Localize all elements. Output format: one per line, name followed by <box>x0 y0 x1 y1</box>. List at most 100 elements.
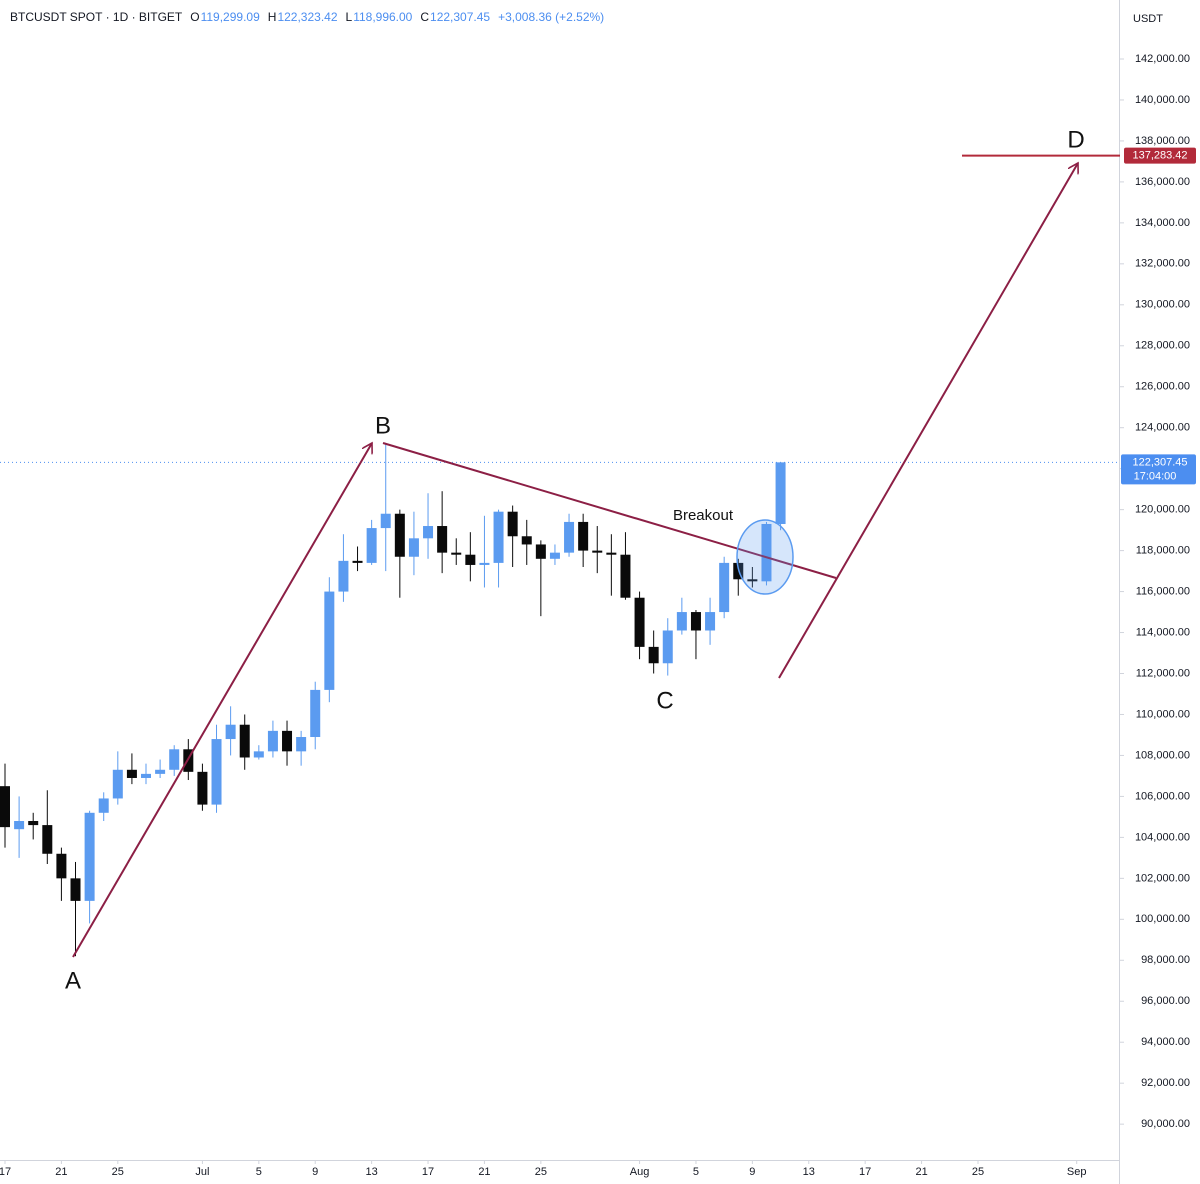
x-tick-label: 13 <box>366 1166 378 1178</box>
candle-body <box>451 552 462 555</box>
candle-body <box>408 538 419 557</box>
y-tick-label: 118,000.00 <box>1136 545 1190 557</box>
candle-body <box>592 550 603 553</box>
candle-body <box>112 769 123 799</box>
candle-body <box>394 513 405 557</box>
candle-body <box>0 786 10 828</box>
x-tick-label: 25 <box>112 1166 124 1178</box>
ohlc-value: 122,307.45 <box>430 10 491 24</box>
y-tick-label: 96,000.00 <box>1141 995 1190 1007</box>
x-tick-label: 17 <box>859 1166 871 1178</box>
candle-body <box>606 552 617 555</box>
candle-body <box>380 513 391 529</box>
y-tick-label: 116,000.00 <box>1136 585 1190 597</box>
candle-body <box>14 820 25 830</box>
candle-body <box>84 812 95 901</box>
candle-body <box>366 528 377 563</box>
candle-body <box>620 554 631 598</box>
candle-body <box>56 853 67 879</box>
y-tick-label: 98,000.00 <box>1141 954 1190 966</box>
x-tick-label: 21 <box>55 1166 67 1178</box>
ohlc-key: L <box>345 10 353 24</box>
x-tick-label: 9 <box>749 1166 755 1178</box>
candle-body <box>155 769 166 774</box>
candle-body <box>535 544 546 559</box>
candle-body <box>42 825 53 854</box>
y-tick-label: 140,000.00 <box>1135 94 1190 106</box>
y-tick-label: 110,000.00 <box>1136 708 1190 720</box>
x-tick-label: 21 <box>478 1166 490 1178</box>
trendline <box>382 442 837 579</box>
x-tick-label: 5 <box>693 1166 699 1178</box>
y-tick-label: 134,000.00 <box>1135 217 1190 229</box>
y-tick-label: 124,000.00 <box>1135 422 1190 434</box>
last-price-box <box>1121 454 1196 485</box>
candle-body <box>310 689 321 738</box>
countdown-label: 17:04:00 <box>1134 470 1177 482</box>
y-tick-label: 132,000.00 <box>1135 258 1190 270</box>
candle-body <box>578 521 589 551</box>
y-tick-label: 106,000.00 <box>1135 790 1190 802</box>
candle-body <box>564 521 575 553</box>
plot <box>0 444 1120 957</box>
y-tick-label: 120,000.00 <box>1135 504 1190 516</box>
point-a: A <box>65 967 81 994</box>
breakout-circle <box>736 519 794 595</box>
point-b: B <box>375 412 391 439</box>
candle-body <box>648 646 659 664</box>
point-d: D <box>1067 126 1084 153</box>
last-price-label: 122,307.45 <box>1132 456 1187 468</box>
breakout-label: Breakout <box>673 507 734 524</box>
candle-body <box>634 597 645 647</box>
x-tick-label: 13 <box>803 1166 815 1178</box>
annotations <box>72 163 1078 958</box>
candle-body <box>662 630 673 664</box>
ohlc-key: H <box>267 10 277 24</box>
change: +3,008.36 (+2.52%) <box>498 10 605 24</box>
x-tick-label: Aug <box>630 1166 650 1178</box>
candle-body <box>507 511 518 537</box>
y-tick-label: 114,000.00 <box>1136 626 1190 638</box>
candle-body <box>225 724 236 740</box>
candle-body <box>521 536 532 545</box>
candle-body <box>775 462 786 524</box>
candle-body <box>676 612 687 631</box>
candle-body <box>28 820 39 826</box>
point-c: C <box>656 687 673 714</box>
ohlc-key: C <box>420 10 430 24</box>
candle-body <box>338 560 349 592</box>
x-tick-label: 9 <box>312 1166 318 1178</box>
y-axis-label: USDT <box>1133 13 1163 25</box>
ohlc-value: 119,299.09 <box>200 10 260 24</box>
candle-body <box>423 526 434 539</box>
candle-body <box>267 730 278 752</box>
y-tick-label: 90,000.00 <box>1141 1118 1190 1130</box>
y-tick-label: 108,000.00 <box>1135 749 1190 761</box>
candle-body <box>169 749 180 770</box>
y-tick-label: 112,000.00 <box>1136 667 1190 679</box>
y-tick-label: 92,000.00 <box>1141 1077 1190 1089</box>
candle-body <box>352 560 363 563</box>
y-tick-label: 94,000.00 <box>1141 1036 1190 1048</box>
x-tick-label: 25 <box>535 1166 547 1178</box>
ohlc-value: 122,323.42 <box>277 10 338 24</box>
x-tick-label: 17 <box>422 1166 434 1178</box>
target-label-box <box>1124 147 1196 164</box>
x-tick-label: 21 <box>915 1166 927 1178</box>
candle-body <box>282 730 293 752</box>
candle-body <box>690 612 701 631</box>
candle-body <box>549 552 560 559</box>
symbol-header: BTCUSDT SPOT · 1D · BITGET O119,299.09 H12… <box>10 10 612 24</box>
x-tick-label: 17 <box>0 1166 11 1178</box>
candle-body <box>126 769 137 778</box>
ohlc-key: O <box>190 10 200 24</box>
wave-cd <box>778 163 1078 679</box>
candle-body <box>141 773 152 778</box>
x-tick-label: 5 <box>256 1166 262 1178</box>
y-tick-label: 126,000.00 <box>1135 381 1190 393</box>
candle-body <box>437 526 448 553</box>
candle-body <box>253 751 264 758</box>
y-tick-label: 130,000.00 <box>1135 299 1190 311</box>
candle-body <box>705 612 716 631</box>
